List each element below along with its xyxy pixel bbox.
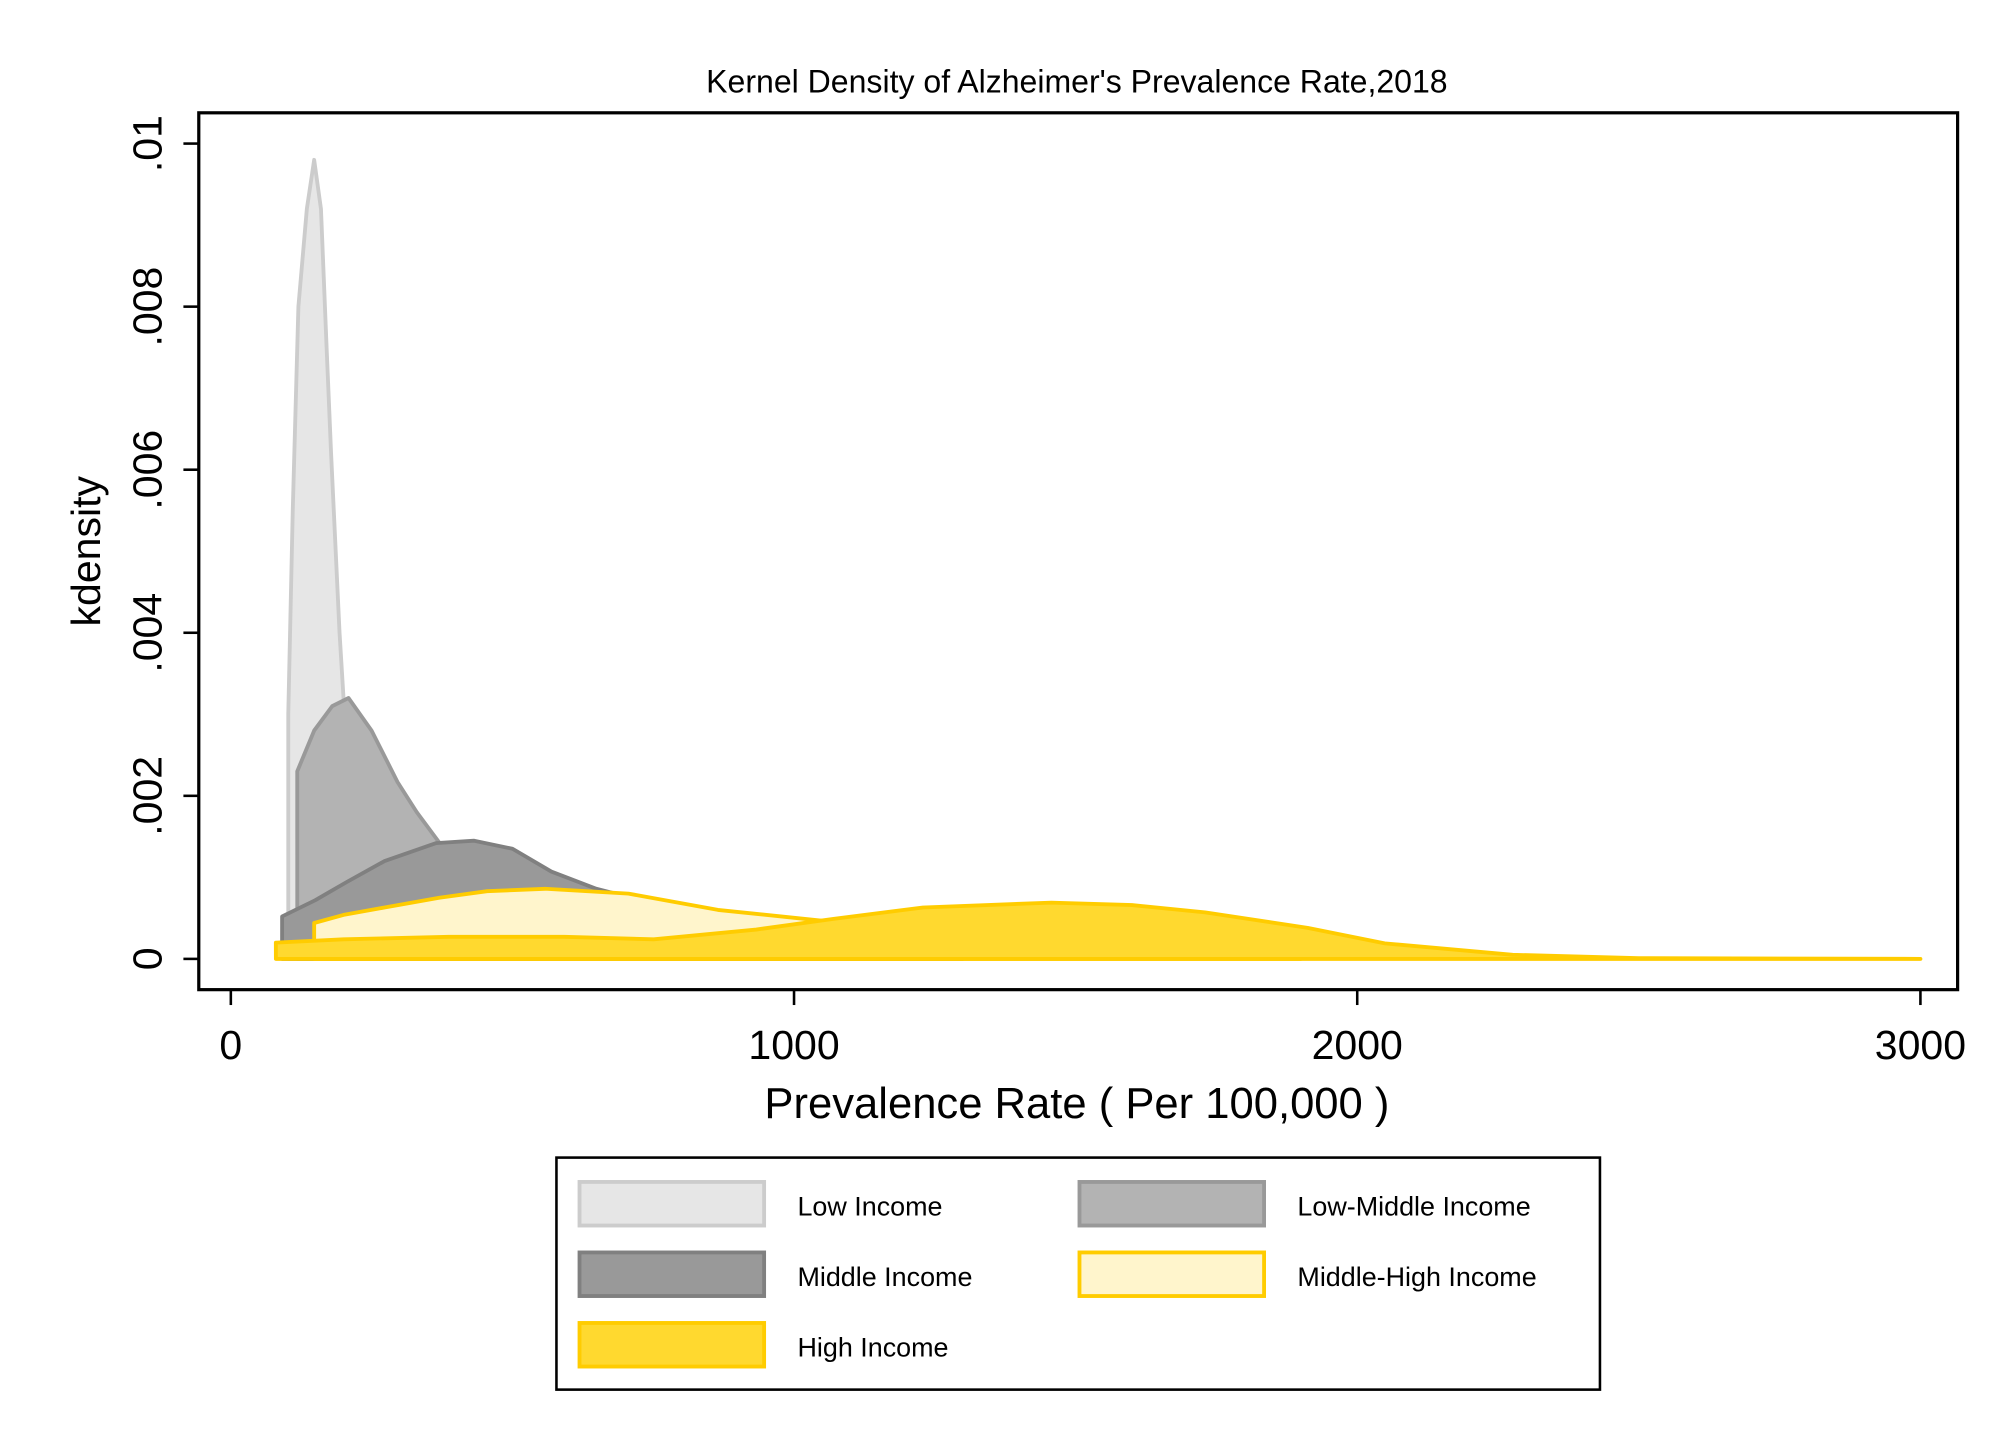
legend-swatch [1077, 1180, 1267, 1228]
x-tick-label: 0 [219, 1022, 242, 1068]
legend-label: Low-Middle Income [1297, 1191, 1530, 1221]
legend-label: High Income [797, 1332, 948, 1362]
y-tick-label: 0 [125, 947, 171, 970]
legend: Low Income Low-Middle Income Middle Income… [555, 1156, 1602, 1391]
y-axis-label: kdensity [63, 476, 109, 627]
y-axis: 0 .002 .004 .006 .008 .01 [125, 115, 199, 970]
y-tick-label: .002 [125, 756, 171, 836]
x-tick-label: 3000 [1875, 1022, 1966, 1068]
legend-label: Middle-High Income [1297, 1262, 1536, 1292]
y-tick-label: .01 [125, 115, 171, 172]
x-axis-label: Prevalence Rate ( Per 100,000 ) [764, 1080, 1389, 1128]
x-axis: 0 1000 2000 3000 [219, 989, 1966, 1068]
y-tick-label: .008 [125, 267, 171, 347]
plot-frame [197, 111, 1960, 992]
density-area-high-income [273, 900, 1923, 961]
legend-label: Low Income [797, 1191, 942, 1221]
chart-title: Kernel Density of Alzheimer's Prevalence… [706, 63, 1447, 99]
legend-swatch [1077, 1250, 1267, 1298]
legend-swatch [577, 1321, 767, 1369]
legend-label: Middle Income [797, 1262, 972, 1292]
legend-swatch [577, 1180, 767, 1228]
y-tick-label: .004 [125, 593, 171, 673]
x-tick-label: 2000 [1312, 1022, 1403, 1068]
y-tick-label: .006 [125, 430, 171, 510]
x-tick-label: 1000 [748, 1022, 839, 1068]
density-areas [273, 157, 1923, 961]
legend-swatch [577, 1250, 767, 1298]
